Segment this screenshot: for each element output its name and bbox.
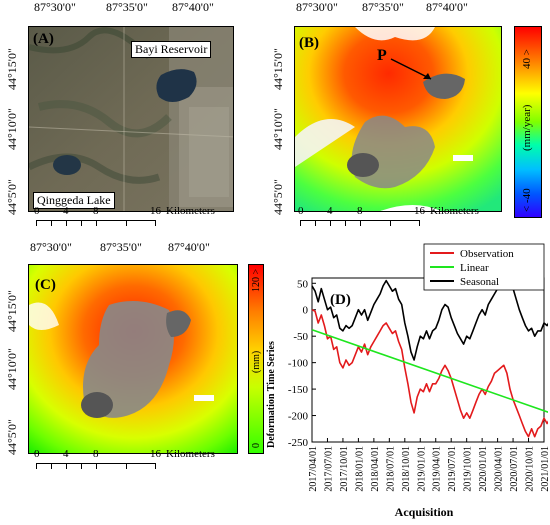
x-tick-label: 2020/01/01 [478, 446, 489, 492]
x-tick-label: 2017/10/01 [339, 446, 350, 492]
x-tick-label: 2018/07/01 [385, 446, 396, 492]
scale-a-unit: Kilometers [166, 205, 215, 217]
velocity-raster [295, 27, 501, 211]
lon-tick-b-2: 87°35'0" [362, 0, 404, 14]
x-tick-label: 2018/10/01 [401, 446, 412, 492]
scale-a-16: 16 [150, 205, 161, 217]
x-tick-label: 2019/07/01 [447, 446, 458, 492]
y-tick-label: -150 [288, 384, 309, 396]
point-p-marker: P [377, 47, 387, 64]
y-tick-label: -100 [288, 358, 309, 370]
y-tick-label: 0 [303, 305, 309, 317]
x-tick-label: 2020/04/01 [494, 446, 505, 492]
x-tick-label: 2019/01/01 [416, 446, 427, 492]
lat-tick-a-1: 44°15'0" [5, 48, 19, 90]
lat-tick-c-1: 44°15'0" [5, 290, 19, 332]
qinggeda-lake-label: Qinggeda Lake [33, 192, 115, 209]
lon-tick-b-3: 87°40'0" [426, 0, 468, 14]
x-tick-label: 2020/07/01 [509, 446, 520, 492]
qinggeda-lake-water [53, 155, 81, 175]
scale-c-0: 0 [34, 448, 40, 460]
scale-c-8: 8 [93, 448, 99, 460]
panel-b-label: (B) [299, 35, 319, 51]
chart-series [311, 277, 548, 438]
x-tick-label: 2017/07/01 [323, 446, 334, 492]
x-axis-title: Acquisition [395, 505, 454, 519]
series-line-seasonal [311, 277, 548, 361]
x-tick-label: 2017/04/01 [308, 446, 319, 492]
lat-tick-c-3: 44°5'0" [5, 419, 19, 455]
y-tick-label: -200 [288, 411, 309, 423]
scale-c-16: 16 [150, 448, 161, 460]
scalebar-b: 0 4 8 16 Kilometers [298, 205, 479, 228]
x-tick-label: 2020/10/01 [525, 446, 536, 492]
x-tick-label: 2018/04/01 [370, 446, 381, 492]
legend-observation: Observation [460, 248, 514, 260]
lon-tick-c-1: 87°30'0" [30, 240, 72, 254]
lat-tick-b-2: 44°10'0" [271, 108, 285, 150]
deformation-colorbar [248, 264, 264, 454]
bayi-reservoir-water [156, 69, 197, 102]
scale-a-0: 0 [34, 205, 40, 217]
velocity-colorbar: 40 > (mm/year) < -40 [514, 26, 542, 218]
scale-c-unit: Kilometers [166, 448, 215, 460]
scalebar-a: 0 4 8 16 Kilometers [34, 205, 215, 228]
lon-tick-c-3: 87°40'0" [168, 240, 210, 254]
cbar-c-unit: (mm) [251, 350, 262, 373]
bayi-reservoir-label: Bayi Reservoir [131, 41, 212, 58]
lat-tick-a-3: 44°5'0" [5, 179, 19, 215]
panel-b-velocity-map: (B) P [294, 26, 502, 212]
cbar-c-bottom: 0 [251, 443, 262, 448]
y-tick-label: 50 [297, 278, 309, 290]
cbar-c-title: Deformation Time Series [266, 341, 277, 448]
scale-b-unit: Kilometers [430, 205, 479, 217]
series-line-observation [311, 308, 548, 438]
lon-tick-b-1: 87°30'0" [296, 0, 338, 14]
lat-tick-b-1: 44°15'0" [271, 48, 285, 90]
lon-tick-a-1: 87°30'0" [34, 0, 76, 14]
x-tick-label: 2018/01/01 [354, 446, 365, 492]
y-tick-label: -50 [293, 331, 308, 343]
cbar-b-bottom: < -40 [521, 188, 533, 212]
cbar-b-unit: (mm/year) [521, 104, 533, 151]
x-tick-label: 2019/04/01 [432, 446, 443, 492]
lon-tick-a-2: 87°35'0" [106, 0, 148, 14]
scalebar-c: 0 4 8 16 Kilometers [34, 448, 215, 471]
legend-linear: Linear [460, 262, 489, 274]
scale-b-8: 8 [357, 205, 363, 217]
panel-a-label: (A) [33, 31, 54, 47]
y-tick-label: -250 [288, 437, 309, 449]
lon-tick-c-2: 87°35'0" [100, 240, 142, 254]
panel-d-label: (D) [330, 292, 351, 308]
scale-c-4: 4 [63, 448, 69, 460]
scale-b-0: 0 [298, 205, 304, 217]
cbar-c-top: 120 > [251, 268, 262, 292]
lat-tick-c-2: 44°10'0" [5, 348, 19, 390]
lon-tick-a-3: 87°40'0" [172, 0, 214, 14]
x-tick-label: 2019/10/01 [463, 446, 474, 492]
x-tick-label: 2021/01/01 [540, 446, 548, 492]
deformation-raster [29, 265, 237, 453]
panel-c-label: (C) [35, 277, 56, 293]
scale-a-4: 4 [63, 205, 69, 217]
incoherent-gray-region [347, 73, 473, 189]
scale-b-16: 16 [414, 205, 425, 217]
cbar-b-top: 40 > [521, 49, 533, 69]
legend-seasonal: Seasonal [460, 276, 499, 288]
series-line-linear [311, 329, 548, 413]
incoherent-gray-region-c [81, 301, 214, 418]
panel-a-satellite-map: (A) Bayi Reservoir Qinggeda Lake [28, 26, 234, 212]
lat-tick-a-2: 44°10'0" [5, 108, 19, 150]
scale-a-8: 8 [93, 205, 99, 217]
lat-tick-b-3: 44°5'0" [271, 179, 285, 215]
scale-b-4: 4 [327, 205, 333, 217]
panel-c-deformation-map: (C) [28, 264, 238, 454]
legend: Observation Linear Seasonal [423, 243, 545, 291]
